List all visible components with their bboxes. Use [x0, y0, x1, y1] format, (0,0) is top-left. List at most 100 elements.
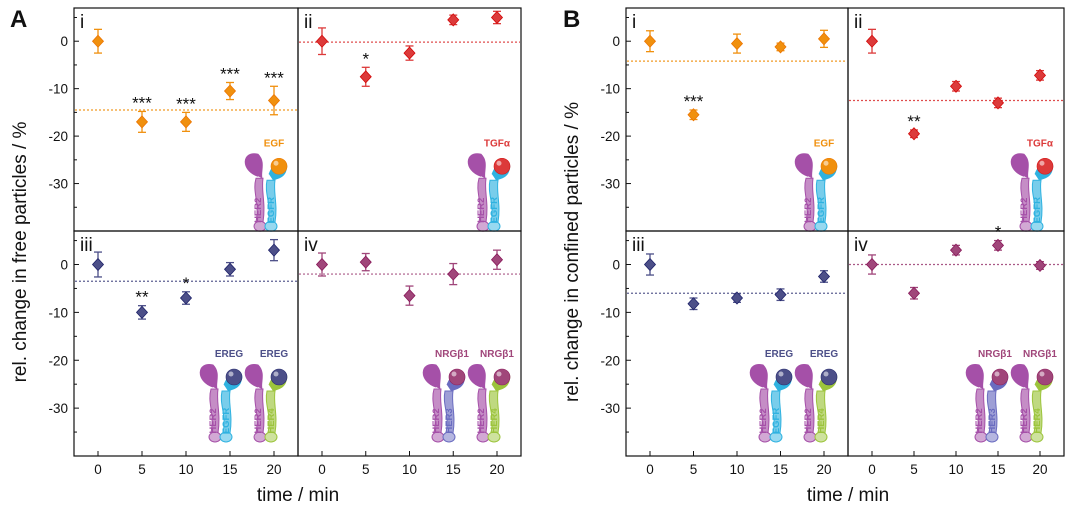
data-point — [223, 262, 237, 276]
significance-marker: ** — [135, 288, 149, 307]
x-tick-label: 15 — [222, 462, 237, 477]
data-point — [447, 267, 460, 281]
data-point — [865, 257, 879, 272]
subplot-b-ii: ii HER2 EGFR TGFα ** — [847, 7, 1065, 232]
receptor-her2-arm-0 — [1010, 153, 1029, 179]
x-axis-label-a: time / min — [257, 485, 339, 506]
data-point — [315, 257, 329, 272]
x-tick-label: 15 — [773, 462, 788, 477]
data-point — [490, 253, 504, 267]
receptor-partner-base-0 — [442, 431, 456, 443]
ligand-ball-0 — [991, 368, 1009, 386]
ligand-highlight-0 — [496, 160, 502, 166]
data-point — [643, 34, 657, 48]
ligand-ball-0 — [493, 157, 511, 175]
receptor-her2-arm-1 — [1010, 364, 1029, 390]
ligand-highlight-0 — [273, 160, 279, 166]
receptor-label-her2-1: HER2 — [476, 408, 487, 433]
data-point — [135, 305, 149, 319]
receptor-label-partner-0: EGFR — [1032, 197, 1043, 224]
receptor-label-partner-0: EGFR — [816, 197, 827, 224]
receptor-her2-arm-0 — [467, 153, 486, 179]
significance-marker: * — [995, 223, 1002, 242]
x-tick-label: 20 — [489, 462, 504, 477]
data-point — [643, 257, 657, 272]
ligand-label: EREG — [765, 349, 794, 360]
receptor-label-partner-1: HER4 — [816, 408, 827, 434]
y-tick-label: -10 — [48, 305, 68, 320]
receptor-label-partner-0: EGFR — [266, 197, 277, 224]
data-point — [687, 297, 700, 311]
x-tick-label: 20 — [1032, 462, 1047, 477]
significance-marker: * — [362, 49, 369, 68]
ligand-ball-0 — [270, 157, 288, 175]
x-tick-label: 5 — [138, 462, 146, 477]
receptor-label-her2-1: HER2 — [803, 408, 814, 433]
receptor-label-her2-0: HER2 — [431, 408, 442, 433]
y-tick-label: -30 — [600, 401, 620, 416]
subplot-index-label: ii — [304, 12, 312, 33]
ligand-highlight-0 — [228, 371, 234, 377]
data-point — [1033, 68, 1047, 82]
y-tick-label: -30 — [48, 401, 68, 416]
significance-marker: * — [183, 274, 190, 293]
subplot-index-label: i — [632, 12, 636, 33]
receptor-partner-base-1 — [487, 431, 501, 443]
y-tick-label: -10 — [600, 305, 620, 320]
y-tick-label: 0 — [60, 258, 68, 273]
ligand-label: EREG — [260, 349, 289, 360]
x-tick-label: 0 — [646, 462, 654, 477]
data-point — [359, 70, 372, 84]
y-tick-label: -30 — [48, 177, 68, 192]
receptor-her2-arm-1 — [467, 364, 486, 390]
receptor-label-partner-1: HER4 — [489, 408, 500, 434]
x-tick-label: 0 — [94, 462, 102, 477]
ligand-label: NRGβ1 — [1023, 349, 1057, 360]
subplot-index-label: ii — [854, 12, 862, 33]
receptor-her2-arm-0 — [749, 364, 768, 390]
x-tick-label: 10 — [729, 462, 744, 477]
receptor-her2-arm-0 — [244, 153, 263, 179]
x-tick-label: 20 — [266, 462, 281, 477]
x-tick-label: 15 — [990, 462, 1005, 477]
subplot-index-label: i — [80, 12, 84, 33]
receptor-partner-base-1 — [264, 431, 278, 443]
ligand-label: NRGβ1 — [978, 349, 1012, 360]
x-tick-label: 15 — [446, 462, 461, 477]
receptor-label-her2-0: HER2 — [253, 198, 264, 223]
data-point — [179, 291, 193, 305]
ligand-label: EGF — [814, 138, 835, 149]
receptor-label-partner-0: HER3 — [987, 408, 998, 433]
y-tick-label: -20 — [48, 353, 68, 368]
data-point — [315, 34, 329, 48]
ligand-highlight-0 — [823, 160, 829, 166]
y-tick-label: 0 — [612, 258, 620, 273]
x-tick-label: 20 — [816, 462, 831, 477]
subplot-frame-a-iii — [73, 230, 299, 457]
subplot-index-label: iv — [854, 235, 868, 256]
data-point — [817, 269, 831, 284]
subplot-a-i: i0 -10 -20 -30 HER2 EGFR EGF *** *** *** *** — [48, 7, 299, 232]
x-tick-label: 0 — [868, 462, 876, 477]
data-point — [774, 40, 787, 54]
receptor-her2-arm-0 — [965, 364, 984, 390]
receptor-her2-arm-0 — [794, 153, 813, 179]
panel-letter-b: B — [563, 6, 580, 33]
x-tick-label: 5 — [910, 462, 918, 477]
data-point — [949, 79, 963, 93]
receptor-label-partner-1: HER4 — [266, 408, 277, 434]
data-point — [865, 34, 879, 48]
receptor-partner-base-0 — [219, 431, 233, 443]
receptor-label-her2-0: HER2 — [476, 198, 487, 223]
data-point — [1033, 258, 1047, 273]
ligand-highlight-1 — [823, 371, 829, 377]
ligand-label: TGFα — [1027, 138, 1054, 149]
data-point — [359, 255, 372, 269]
receptor-partner-base-1 — [1030, 431, 1044, 443]
data-point — [403, 289, 416, 303]
y-tick-label: -20 — [48, 129, 68, 144]
